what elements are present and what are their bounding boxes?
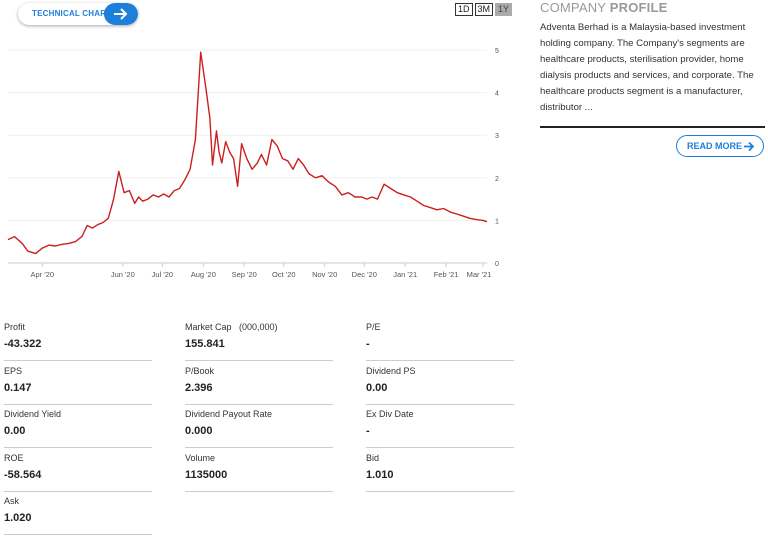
stat-profit: Profit -43.322 [4,322,152,361]
x-tick-label: Jul '20 [152,270,173,279]
y-tick-label: 3 [495,133,499,140]
x-tick-label: Oct '20 [272,270,296,279]
company-profile: COMPANY PROFILE Adventa Berhad is a Mala… [540,0,768,128]
stat-volume: Volume 1135000 [185,453,333,492]
x-tick-label: Nov '20 [312,270,337,279]
x-tick-label: Apr '20 [31,270,55,279]
stat-label: Profit [4,322,26,332]
stat-ex-div-date: Ex Div Date - [366,409,514,448]
y-tick-label: 5 [495,48,499,55]
read-more-label: READ MORE [687,141,743,151]
stat-value: - [366,425,370,437]
technical-chart-label: TECHNICAL CHART [32,9,112,18]
stat-value: 155.841 [185,338,225,350]
stat-value: 0.00 [366,382,388,394]
x-tick-label: Jun '20 [111,270,135,279]
stat-label: P/E [366,322,381,332]
stat-label: Dividend PS [366,366,416,376]
stat-dividend-yield: Dividend Yield 0.00 [4,409,152,448]
stat-value: 0.00 [4,425,26,437]
price-line [7,51,488,255]
stat-label: EPS [4,366,23,376]
stat-label: Dividend Payout Rate [185,409,273,419]
y-tick-label: 2 [495,176,499,183]
stat-label: ROE [4,453,24,463]
company-profile-title-light: COMPANY [540,0,606,15]
arrow-right-icon [744,141,755,152]
stat-value: 1.020 [4,512,32,524]
stat-dividend-ps: Dividend PS 0.00 [366,366,514,405]
period-3m-button[interactable]: 3M [474,3,494,16]
company-profile-title-bold: PROFILE [609,0,668,15]
stat-label: Bid [366,453,380,463]
x-tick-label: Aug '20 [191,270,216,279]
stat-value: 0.147 [4,382,32,394]
stat-label: P/Book [185,366,215,376]
period-1y-button[interactable]: 1Y [495,3,513,16]
stat-eps: EPS 0.147 [4,366,152,405]
company-profile-title: COMPANY PROFILE [540,0,768,15]
technical-chart-button[interactable]: TECHNICAL CHART [18,3,138,25]
stat-value: -58.564 [4,469,42,481]
arrow-right-icon [104,3,138,25]
x-tick-label: Feb '21 [434,270,459,279]
stat-label: Dividend Yield [4,409,62,419]
x-tick-label: Mar '21 [467,270,492,279]
x-tick-label: Sep '20 [232,270,257,279]
stat-label: Volume [185,453,216,463]
stat-label: Ask [4,496,20,506]
stat-label: Market Cap (000,000) [185,322,278,332]
stat-p-book: P/Book 2.396 [185,366,333,405]
stat-value: -43.322 [4,338,42,350]
price-chart: 0 1 2 3 4 5 Apr '20 Jun '20 Jul '20 Aug '20 Sep '2… [7,48,499,279]
period-1d-button[interactable]: 1D [455,3,473,16]
x-tick-label: Jan '21 [393,270,417,279]
company-description: Adventa Berhad is a Malaysia-based inves… [540,22,754,113]
period-selector: 1D 3M 1Y [455,3,513,16]
stat-value: 1135000 [185,469,228,481]
stat-ask: Ask 1.020 [4,496,152,535]
stat-dividend-payout-rate: Dividend Payout Rate 0.000 [185,409,333,448]
read-more-button[interactable]: READ MORE [676,135,764,157]
stat-value: 0.000 [185,425,213,437]
stat-bid: Bid 1.010 [366,453,514,492]
stat-label: Ex Div Date [366,409,414,419]
stat-pe: P/E - [366,322,514,361]
stat-value: 2.396 [185,382,213,394]
x-tick-label: Dec '20 [352,270,377,279]
y-tick-label: 1 [495,218,499,225]
divider [540,126,765,128]
stat-market-cap: Market Cap (000,000) 155.841 [185,322,333,361]
stat-roe: ROE -58.564 [4,453,152,492]
y-tick-label: 4 [495,91,499,98]
y-tick-label: 0 [495,261,499,268]
stat-value: - [366,338,370,350]
stat-value: 1.010 [366,469,394,481]
